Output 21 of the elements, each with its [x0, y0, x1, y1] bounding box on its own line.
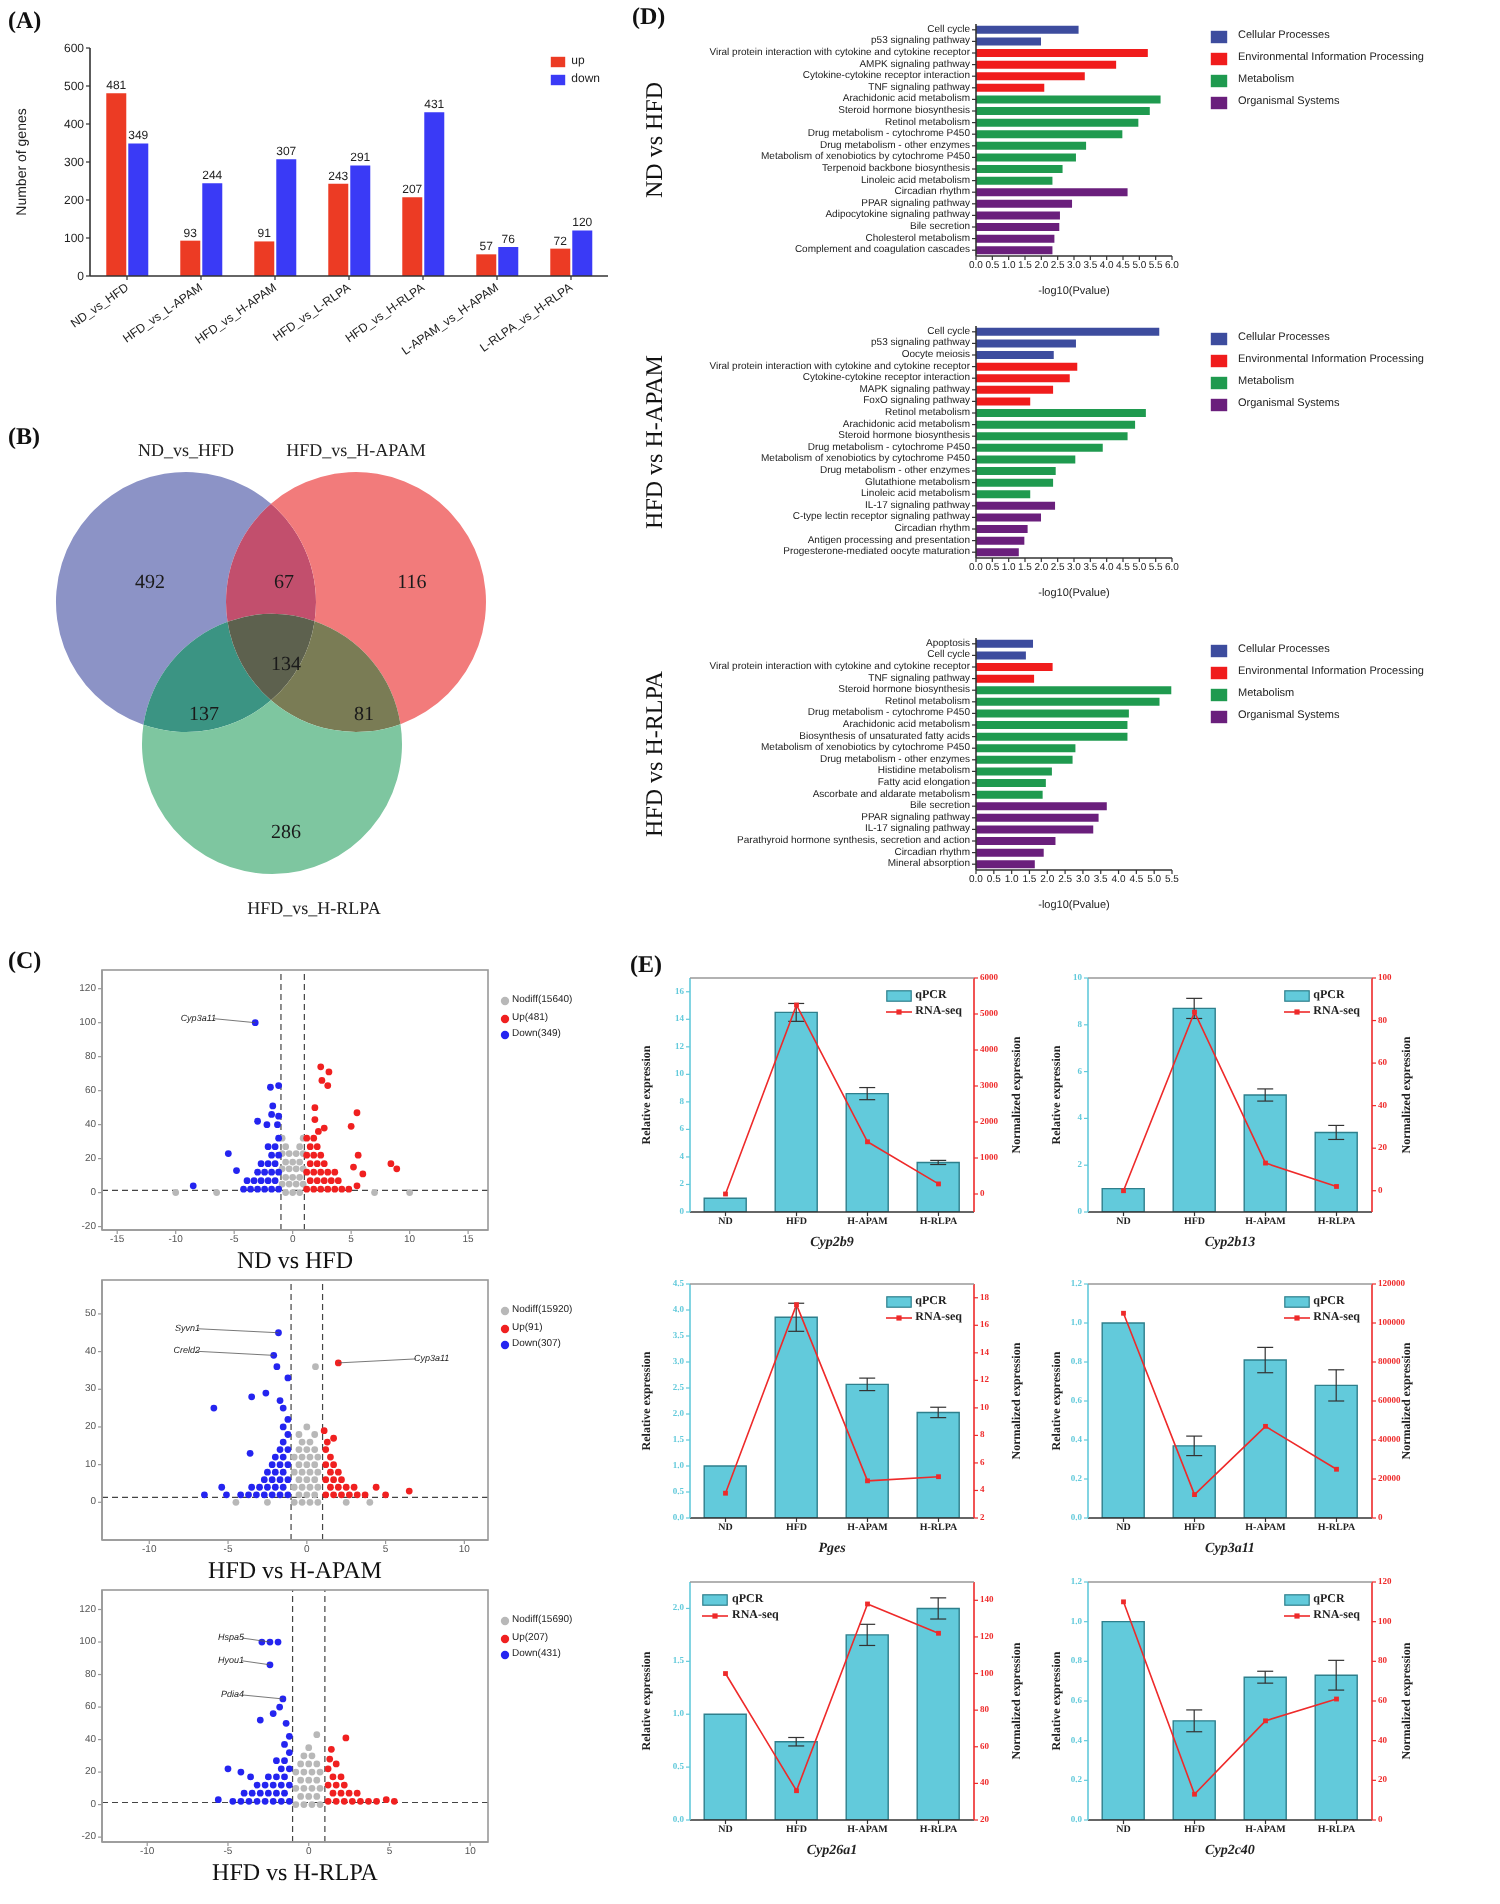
- text: 81: [354, 704, 374, 727]
- text: 492: [135, 572, 165, 595]
- y-axis-title: ND vs HFD: [639, 81, 668, 199]
- text: (A): [8, 6, 42, 34]
- text: (E): [630, 950, 662, 978]
- y-axis-title: HFD vs H-APAM: [639, 354, 668, 529]
- text: HFD vs H-APAM: [208, 1556, 383, 1584]
- text: (C): [8, 946, 42, 974]
- text: HFD_vs_H-RLPA: [247, 898, 382, 919]
- y-axis-title: HFD vs H-RLPA: [639, 670, 668, 837]
- text: (D): [632, 2, 666, 30]
- text: HFD_vs_H-APAM: [286, 440, 426, 461]
- text: 134: [271, 654, 301, 677]
- text: 137: [189, 704, 219, 727]
- text: (B): [8, 422, 40, 450]
- text: 116: [397, 572, 427, 595]
- text: 286: [271, 822, 301, 845]
- text: ND vs HFD: [236, 1246, 354, 1274]
- text: HFD vs H-RLPA: [212, 1858, 379, 1886]
- text: 67: [274, 572, 294, 595]
- text: ND_vs_HFD: [137, 440, 235, 461]
